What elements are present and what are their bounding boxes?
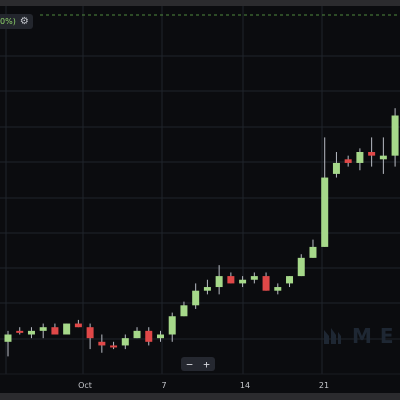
candle-body [262,276,270,291]
candle-body [297,257,305,277]
candle-body [145,330,153,342]
candle-body [391,115,399,156]
candle-body [368,152,376,156]
legend-chip: 0%) ⚙ [0,14,33,29]
gear-icon[interactable]: ⚙ [19,15,29,27]
zoom-control: − + [181,357,215,371]
candle-body [321,177,329,247]
candle-body [156,334,164,339]
candle-body [309,246,317,258]
candle-body [63,323,71,335]
zoom-out-button[interactable]: − [186,357,193,371]
candle-body [227,276,235,284]
bottom-border [0,393,400,400]
candle-body [356,152,364,163]
candle-body [215,276,223,288]
candle-body [168,316,176,335]
candle-body [192,290,200,306]
watermark-text: ME [352,324,400,348]
legend-value: 0%) [0,17,16,26]
x-tick-label: 21 [319,381,329,390]
candle-body [51,327,59,335]
candle-body [27,330,35,335]
candle-body [250,276,258,280]
chart-panel: Oct 7 14 21 0%) ⚙ ME − + [0,6,400,393]
candle-body [98,341,106,346]
candle-body [203,287,211,291]
x-tick-label: 14 [240,381,250,390]
candle-body [86,327,94,339]
watermark: ME [322,324,400,348]
candle-body [332,162,340,174]
zoom-in-button[interactable]: + [203,357,210,371]
candle-body [239,279,247,284]
candle-body [4,334,12,342]
candlestick-chart[interactable]: Oct 7 14 21 [0,6,400,393]
candle-body [344,159,352,163]
candle-body [74,323,82,328]
candle-body [274,287,282,291]
top-border [0,0,400,6]
candle-body [379,155,387,160]
candle-body [121,338,129,346]
x-tick-label: Oct [78,381,92,390]
candle-body [39,327,47,331]
candle-body [110,345,118,348]
candle-body [286,276,294,284]
candle-body [133,330,141,339]
x-tick-label: 7 [161,381,166,390]
candle-body [180,305,188,317]
candle-body [16,330,24,333]
watermark-logo-icon [324,328,341,344]
